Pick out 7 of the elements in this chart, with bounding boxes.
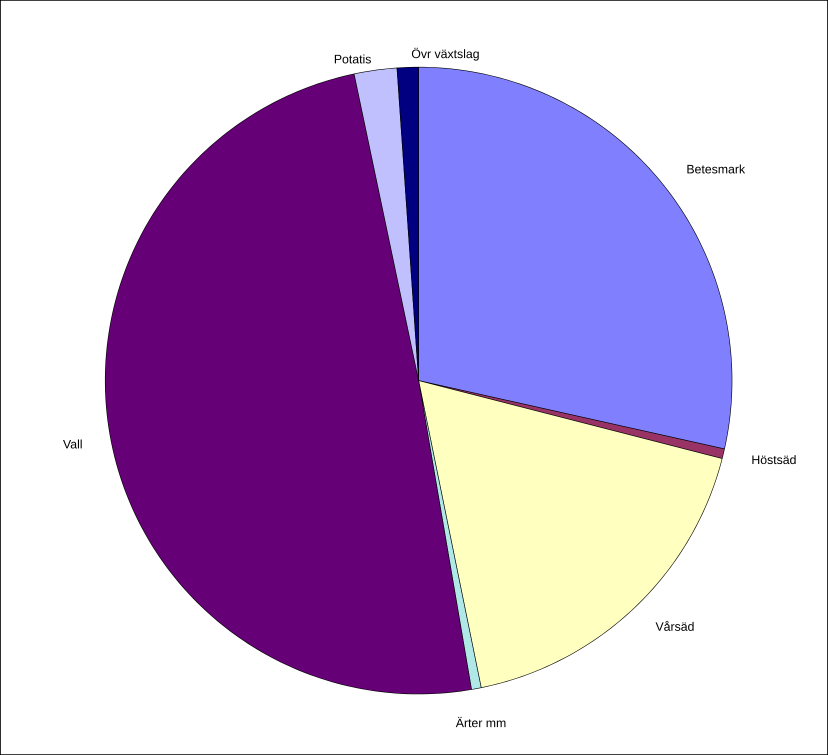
slice-label: Höstsäd bbox=[752, 455, 796, 464]
slice-label: Ärter mm bbox=[456, 716, 506, 728]
slice-label: Potatis bbox=[334, 54, 371, 64]
slice-label: Betesmark bbox=[687, 164, 746, 174]
slice-label: Vårsäd bbox=[656, 620, 694, 631]
slice-label: Vall bbox=[63, 439, 82, 448]
slice-label: Övr växtslag bbox=[412, 48, 479, 61]
